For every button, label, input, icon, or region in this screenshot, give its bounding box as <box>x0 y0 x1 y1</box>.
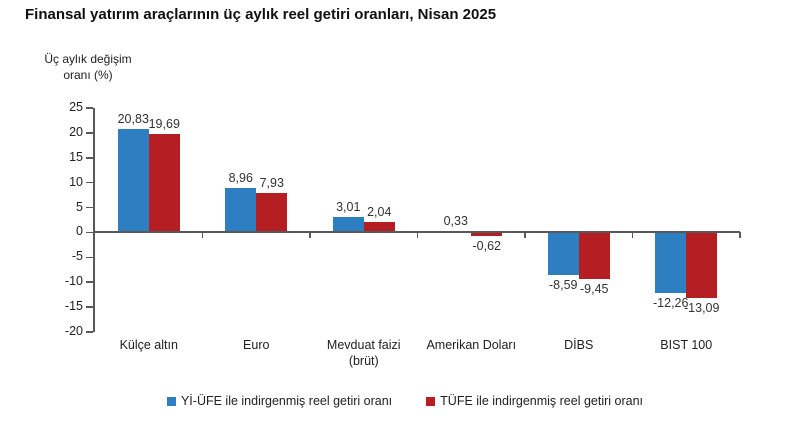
bar-value-label: 2,04 <box>367 205 392 220</box>
x-axis-tick <box>201 232 203 239</box>
y-axis-tick-label: -20 <box>64 324 83 338</box>
y-axis-tick <box>86 107 93 109</box>
chart-title: Finansal yatırım araçlarının üç aylık re… <box>25 6 497 23</box>
y-axis-title-line2: oranı (%) <box>63 67 113 82</box>
y-axis-tick-label: 20 <box>69 124 83 139</box>
bar-value-label: -12,26 <box>653 296 689 311</box>
y-axis-tick-label: 15 <box>69 149 83 164</box>
legend-swatch-blue-icon <box>166 396 176 406</box>
bar-value-label: -8,59 <box>549 278 578 293</box>
bar-red <box>256 192 288 233</box>
y-axis-tick-label: -10 <box>64 274 83 289</box>
bar-blue <box>332 217 364 233</box>
bar-red <box>148 134 180 233</box>
y-axis-tick <box>86 132 93 134</box>
bar-value-label: 3,01 <box>336 200 361 215</box>
legend-label-tufe: TÜFE ile indirgenmiş reel getiri oranı <box>440 394 644 408</box>
x-category-label: Euro <box>243 338 270 352</box>
bar-value-label: -13,09 <box>684 300 720 315</box>
x-category-label: BIST 100 <box>660 338 713 352</box>
bar-red <box>686 232 718 298</box>
x-axis-tick <box>416 232 418 239</box>
y-axis-tick <box>86 157 93 159</box>
x-axis-tick <box>739 232 741 239</box>
legend: Yİ-ÜFE ile indirgenmiş reel getiri oranı… <box>0 394 810 408</box>
legend-item-yiufe: Yİ-ÜFE ile indirgenmiş reel getiri oranı <box>166 394 393 408</box>
x-axis-tick <box>631 232 633 239</box>
y-axis-title: Üç aylık değişim oranı (%) <box>28 52 148 83</box>
y-axis-line <box>93 108 95 332</box>
bar-red <box>578 232 610 280</box>
y-axis-tick <box>86 281 93 283</box>
y-axis-tick <box>86 181 93 184</box>
x-category-label: Mevduat faizi (brüt) <box>326 338 401 368</box>
bar-value-label: -9,45 <box>580 282 609 297</box>
y-axis-tick <box>86 206 93 209</box>
bar-value-label: 20,83 <box>117 111 149 126</box>
x-category-label: Amerikan Doları <box>426 338 517 352</box>
y-axis-tick-label: 5 <box>76 199 83 214</box>
y-axis-tick <box>86 306 93 308</box>
y-axis-tick-label: -5 <box>71 249 83 264</box>
bar-blue <box>547 232 579 276</box>
bar-blue <box>117 128 149 233</box>
bar-value-label: 8,96 <box>228 170 253 185</box>
x-axis-tick <box>309 232 311 239</box>
y-axis-tick-label: 0 <box>76 224 83 239</box>
y-axis-title-line1: Üç aylık değişim <box>44 52 132 66</box>
x-category-label: Külçe altın <box>119 338 178 352</box>
y-axis-tick-label: 10 <box>69 174 83 189</box>
legend-label-yiufe: Yİ-ÜFE ile indirgenmiş reel getiri oranı <box>180 394 393 408</box>
bar-value-label: 7,93 <box>259 175 284 190</box>
y-axis-tick <box>86 331 93 333</box>
y-axis-tick-label: 25 <box>69 100 83 114</box>
x-axis-zero-line <box>93 231 740 234</box>
y-axis-tick <box>86 231 93 234</box>
bar-blue <box>225 187 257 233</box>
y-axis-tick-label: -15 <box>64 299 83 314</box>
legend-swatch-red-icon <box>426 396 436 406</box>
bar-value-label: 0,33 <box>443 213 468 228</box>
x-category-label: DİBS <box>564 338 594 352</box>
x-axis-tick <box>524 232 526 239</box>
bar-blue <box>655 232 687 294</box>
bar-value-label: -0,62 <box>472 238 502 253</box>
legend-item-tufe: TÜFE ile indirgenmiş reel getiri oranı <box>426 394 643 408</box>
bar-red <box>471 232 503 236</box>
bar-value-label: 19,69 <box>148 117 180 132</box>
bar-red <box>363 222 395 233</box>
y-axis-tick <box>86 256 93 259</box>
